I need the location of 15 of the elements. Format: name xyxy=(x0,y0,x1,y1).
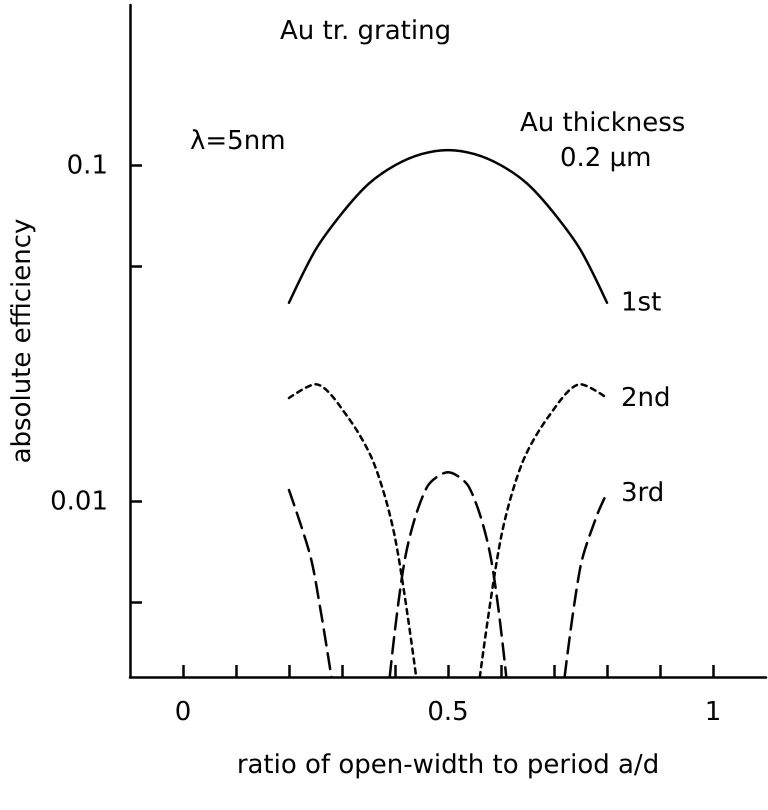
x-tick-label: 0 xyxy=(174,697,192,727)
y-tick-label: 0.1 xyxy=(66,150,108,180)
annotation: 0.2 μm xyxy=(560,143,652,173)
x-tick-label: 0.5 xyxy=(427,697,469,727)
line-series xyxy=(288,148,608,304)
x-axis-title: ratio of open-width to period a/d xyxy=(236,750,660,780)
annotation: Au thickness xyxy=(520,108,686,138)
y-axis-title: absolute efficiency xyxy=(7,218,37,464)
x-tick-label: 1 xyxy=(704,697,722,727)
series-label: 2nd xyxy=(621,382,671,413)
series-label: 1st xyxy=(621,288,662,318)
annotation: Au tr. grating xyxy=(280,16,452,46)
series-label: 3rd xyxy=(621,478,664,508)
y-tick-label: 0.01 xyxy=(50,486,108,516)
annotation: λ=5nm xyxy=(190,126,286,156)
